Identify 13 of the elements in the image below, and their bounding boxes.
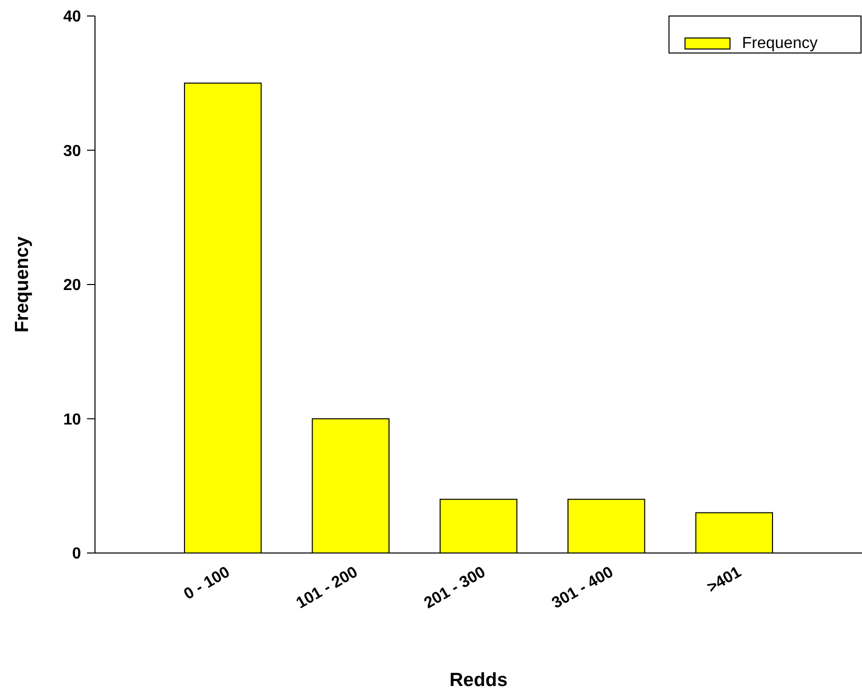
x-tick-label: 0 - 100 xyxy=(181,564,233,604)
x-tick-label: 301 - 400 xyxy=(549,564,616,612)
x-tick-label: 101 - 200 xyxy=(294,564,361,612)
y-axis-title: Frequency xyxy=(12,236,33,333)
x-tick-label: >401 xyxy=(704,564,744,596)
y-tick-label: 10 xyxy=(63,411,82,428)
x-axis-title: Redds xyxy=(449,670,508,691)
y-tick-label: 0 xyxy=(72,546,82,563)
x-tick-label: 201 - 300 xyxy=(421,564,489,612)
y-tick-label: 30 xyxy=(63,142,82,160)
legend-label: Frequency xyxy=(742,35,818,52)
y-tick-label: 40 xyxy=(63,8,82,26)
y-tick-label: 20 xyxy=(63,277,82,294)
